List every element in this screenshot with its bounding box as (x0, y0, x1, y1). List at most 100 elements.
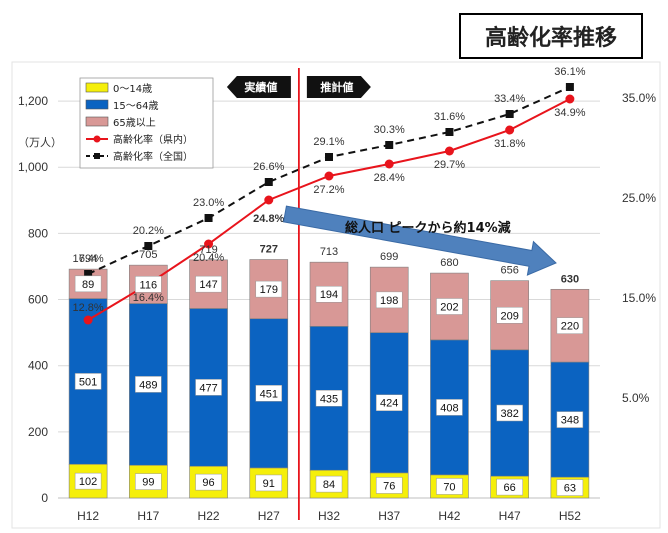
legend-swatch (85, 82, 109, 93)
bar-value-label: 99 (142, 477, 154, 489)
x-tick-label: H47 (499, 509, 521, 523)
y-left-tick: 600 (28, 293, 48, 307)
bar-value-box (255, 385, 283, 402)
rate-label: 27.2% (313, 184, 344, 196)
bar-value-label: 435 (320, 393, 338, 405)
y-right-tick: 25.0% (622, 191, 656, 205)
total-label: 680 (440, 257, 458, 269)
bar-value-label: 408 (440, 402, 458, 414)
bar-value-box (315, 285, 343, 303)
total-label: 705 (139, 249, 157, 261)
bar-value-box (436, 298, 463, 315)
rate-label: 28.4% (374, 172, 405, 184)
total-label: 694 (79, 253, 97, 265)
rate-marker (505, 125, 515, 135)
bar-value-label: 198 (380, 295, 398, 307)
projected-label: 推計値 (320, 80, 353, 94)
rate-marker (565, 83, 574, 91)
actual-label: 実績値 (244, 80, 277, 94)
bar-value-label: 102 (79, 476, 97, 488)
legend-label: 65歳以上 (113, 117, 156, 129)
rate-label: 12.8% (73, 302, 104, 314)
rate-marker (445, 128, 454, 136)
bar-value-box (195, 473, 222, 491)
bar-value-box (135, 473, 162, 490)
y-left-tick: 0 (41, 491, 48, 505)
bar-value-box (556, 317, 584, 334)
rate-label: 33.4% (494, 93, 525, 105)
bar-value-box (74, 275, 102, 293)
rate-marker (325, 153, 333, 161)
total-label: 719 (199, 244, 217, 256)
bar-value-label: 194 (320, 289, 338, 301)
bar-value-box (496, 404, 523, 422)
bar-value-label: 489 (139, 379, 157, 391)
bar-value-label: 84 (323, 479, 335, 491)
bar-value-label: 424 (380, 398, 398, 410)
rate-label: 26.6% (253, 161, 284, 173)
rate-label: 29.7% (434, 159, 465, 171)
rate-label: 30.3% (374, 124, 405, 136)
bar-value-box (74, 373, 102, 390)
rate-marker (144, 242, 153, 250)
legend-label: 高齢化率（県内） (113, 133, 193, 146)
bar-value-label: 209 (500, 310, 518, 322)
bar-value-box (375, 394, 403, 411)
bar-value-label: 91 (263, 478, 275, 490)
legend-label: 高齢化率（全国） (113, 150, 193, 163)
rate-marker (264, 195, 274, 205)
bar-value-box (556, 411, 584, 428)
bar-value-box (74, 472, 102, 490)
data-labels: 102 501 89 694 99 489 116 705 96 477 147 719 91 451 17… (73, 66, 586, 496)
bar-value-box (315, 390, 343, 407)
rate-label: 20.2% (133, 225, 164, 237)
bar-value-label: 147 (199, 279, 217, 291)
x-tick-label: H22 (198, 509, 220, 523)
rate-label: 31.8% (494, 138, 525, 150)
y-left-tick: 1,200 (18, 94, 48, 108)
axes: 0 200 400 600 800 1,000 1,200 5.0% 15.0% 25.0% 35.… (11, 61, 661, 529)
legend-swatch (85, 116, 109, 127)
decline-annotation: 総人口 ピークから約14%減 (345, 220, 511, 236)
legend-marker (94, 153, 100, 159)
bar-value-box (195, 379, 222, 396)
total-label: 727 (260, 244, 278, 256)
bar-value-label: 76 (383, 480, 395, 492)
chart-title: 高齢化率推移 (459, 13, 643, 59)
rate-label: 29.1% (313, 136, 344, 148)
bar-value-box (556, 479, 584, 496)
y-left-tick: 400 (28, 359, 48, 373)
bar-value-label: 501 (79, 376, 97, 388)
bar-value-label: 202 (440, 301, 458, 313)
rate-marker (385, 141, 394, 149)
bar-value-box (436, 478, 463, 495)
legend-swatch (85, 99, 109, 110)
bar-value-label: 70 (443, 481, 455, 493)
x-tick-label: H52 (559, 509, 581, 523)
actual-arrow (226, 76, 291, 98)
legend-label: 0～14歳 (113, 83, 152, 95)
rate-marker (83, 315, 93, 325)
rate-marker (565, 94, 575, 104)
plot-frame (11, 61, 661, 529)
decline-arrow (282, 205, 557, 276)
bar-value-box (135, 376, 162, 393)
total-label: 630 (561, 273, 579, 285)
rate-marker (444, 146, 454, 156)
x-tick-label: H12 (77, 509, 99, 523)
bar-value-box (255, 280, 283, 298)
x-tick-label: H37 (378, 509, 400, 523)
y-right-tick: 15.0% (622, 291, 656, 305)
bar-value-box (496, 478, 523, 496)
bar-value-label: 63 (564, 483, 576, 495)
total-label: 713 (320, 246, 338, 258)
legend-marker (93, 135, 101, 143)
projected-arrow (306, 76, 371, 98)
bar-value-label: 116 (140, 279, 158, 291)
rate-marker (204, 239, 214, 249)
rate-label: 16.4% (133, 292, 164, 304)
bar-value-box (135, 276, 162, 293)
